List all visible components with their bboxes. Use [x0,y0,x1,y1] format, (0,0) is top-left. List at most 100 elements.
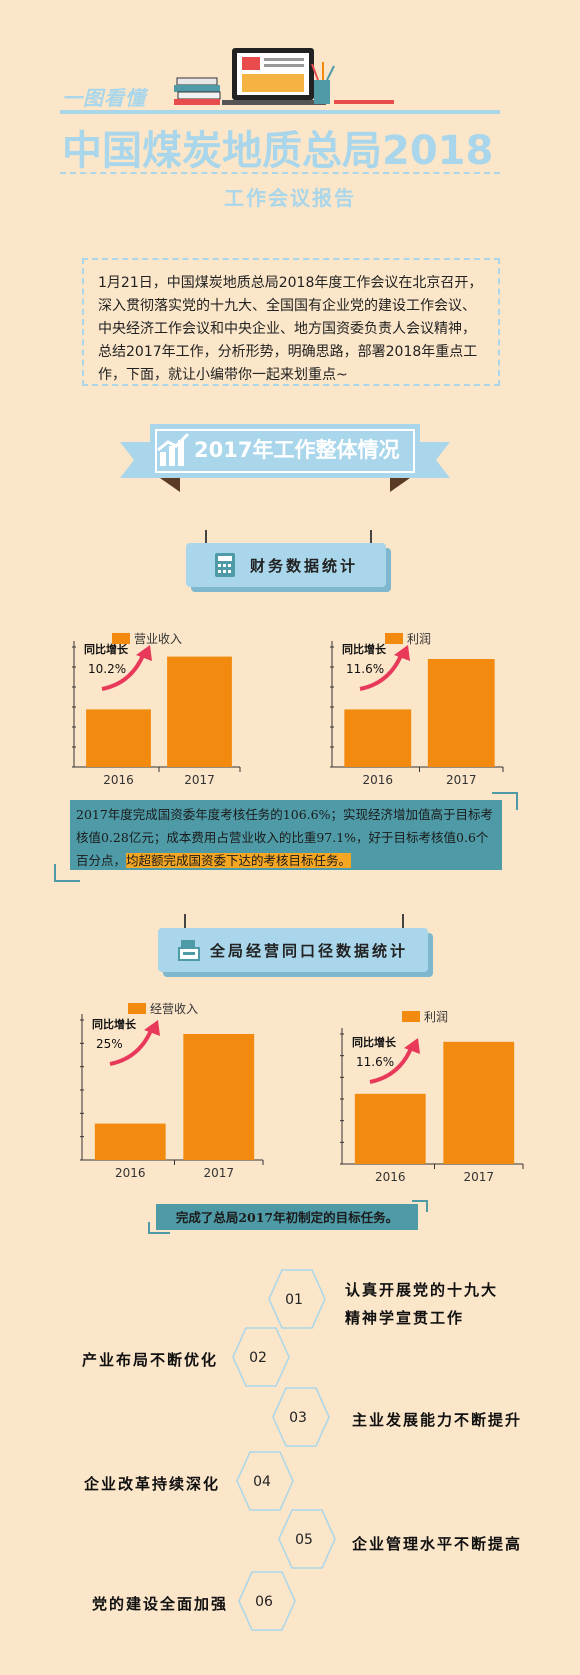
point-number: 05 [295,1532,313,1548]
chart-legend: 利润 [385,630,431,647]
ops-note: 完成了总局2017年初制定的目标任务。 [156,1204,418,1230]
legend-swatch [112,633,130,644]
ops-section-label-text: 全局经营同口径数据统计 [209,941,408,960]
intro-box: 1月21日，中国煤炭地质总局2018年度工作会议在北京召开，深入贯彻落实党的十九… [82,258,500,386]
point-text: 认真开展党的十九大精神学宣贯工作 [345,1281,499,1327]
chart-legend: 营业收入 [112,630,182,647]
annotation-value: 11.6% [346,662,384,676]
header-top-rule [60,110,500,114]
pin-left [184,914,186,936]
x-tick-label: 2016 [362,773,393,787]
annotation-label: 同比增长 [342,642,387,656]
legend-label: 营业收入 [134,632,183,646]
point-number: 02 [249,1350,267,1366]
growth-arrow-icon [101,652,146,691]
header-dashed-rule [60,172,500,174]
bar [443,1041,515,1164]
x-tick-label: 2017 [184,773,215,787]
section-banner-title: 2017年工作整体情况 [194,438,400,462]
bar [167,656,232,767]
finance-note: 2017年度完成国资委年度考核任务的106.6%；实现经济增加值高于目标考核值0… [70,800,502,870]
hexagon-badge: 05 [278,1509,336,1569]
growth-arrow-icon [369,1045,414,1084]
point-number: 03 [289,1410,307,1426]
bar [94,1123,166,1160]
finance-section-label-text: 财务数据统计 [249,556,358,575]
note-corner-bottom-left [54,864,80,882]
bar [354,1093,426,1164]
point-text: 企业管理水平不断提高 [352,1535,523,1553]
growth-arrow-icon [109,1027,154,1066]
x-tick-label: 2016 [103,773,134,787]
pin-right [402,914,404,936]
hexagon-outline [278,1509,336,1569]
legend-label: 利润 [407,632,432,646]
legend-swatch [402,1011,420,1022]
finance-note-text: 2017年度完成国资委年度考核任务的106.6%；实现经济增加值高于目标考核值0… [76,807,493,868]
legend-label: 利润 [424,1010,449,1024]
hexagon-outline [272,1387,330,1447]
growth-arrow-head [404,1038,420,1054]
point-text: 主业发展能力不断提升 [352,1411,523,1429]
ops-section-label: 全局经营同口径数据统计 [158,928,428,972]
bar [344,709,412,767]
growth-arrow-icon [359,652,404,691]
header-subtitle: 工作会议报告 [224,186,356,210]
x-tick-label: 2016 [115,1166,146,1180]
note-corner-top-right [492,792,518,810]
pin-left [205,530,207,552]
point-number: 04 [253,1474,271,1490]
bar-chart: 2016 2017 同比增长 11.6% [340,1028,524,1184]
hexagon-outline [268,1269,326,1329]
point-text: 企业改革持续深化 [84,1475,221,1493]
annotation-label: 同比增长 [92,1017,137,1031]
hexagon-badge: 04 [236,1451,294,1511]
chart-legend: 经营收入 [128,1000,198,1017]
x-tick-label: 2017 [446,773,477,787]
annotation-value: 25% [96,1037,123,1051]
pin-right [370,530,372,552]
annotation-value: 11.6% [356,1055,394,1069]
calculator-icon [214,553,235,577]
chart-legend: 利润 [402,1008,448,1025]
header-tag: 一图看懂 [62,86,146,110]
hexagon-badge: 01 [268,1269,326,1329]
point-number: 06 [255,1594,273,1610]
hexagon-badge: 02 [232,1327,290,1387]
section-banner: 2017年工作整体情况 [120,420,450,492]
legend-label: 经营收入 [150,1002,199,1016]
bar-chart: 2016 2017 同比增长 10.2% [72,641,241,787]
bar [427,659,495,767]
note-corner-top-right [412,1200,428,1212]
legend-swatch [385,633,403,644]
point-number: 01 [285,1292,303,1308]
point-text: 党的建设全面加强 [92,1595,229,1613]
header-title: 中国煤炭地质总局2018 [62,128,494,174]
hexagon-badge: 06 [238,1571,296,1631]
growth-chart-icon [157,432,190,466]
bar-chart: 2016 2017 同比增长 25% [80,1014,264,1180]
ribbon-shape [120,424,450,492]
ops-note-text: 完成了总局2017年初制定的目标任务。 [175,1210,399,1225]
bar-chart: 2016 2017 同比增长 11.6% [330,641,504,787]
hexagon-badge: 03 [272,1387,330,1447]
legend-swatch [128,1003,146,1014]
point-text: 产业布局不断优化 [82,1351,219,1369]
desk-illustration [174,48,394,105]
note-corner-bottom-left [148,1222,170,1234]
annotation-label: 同比增长 [352,1035,397,1049]
hexagon-outline [232,1327,290,1387]
x-tick-label: 2016 [375,1170,406,1184]
growth-arrow-head [394,645,410,661]
x-tick-label: 2017 [203,1166,234,1180]
finance-section-label: 财务数据统计 [186,543,386,587]
growth-arrow-head [136,645,152,661]
annotation-label: 同比增长 [84,642,129,656]
header-illustration [172,46,402,106]
intro-text: 1月21日，中国煤炭地质总局2018年度工作会议在北京召开，深入贯彻落实党的十九… [98,275,483,383]
hexagon-outline [238,1571,296,1631]
cash-register-icon [177,940,200,961]
bar [86,709,151,767]
finance-note-highlight: 均超额完成国资委下达的考核目标任务。 [126,853,352,868]
growth-arrow-head [144,1020,160,1036]
